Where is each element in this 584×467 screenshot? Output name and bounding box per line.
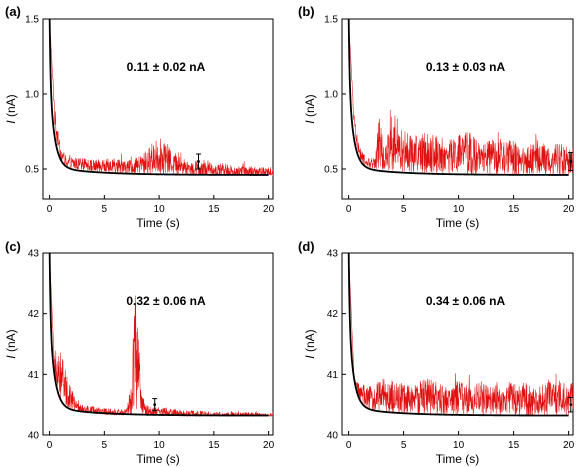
plot-frame [42, 18, 274, 200]
y-tick-label: 43 [28, 249, 40, 260]
chart-panel: 0 5 10 15 20 0.5 1.0 1.5 Time (s) I (nA) 0.11 ± 0.… [4, 4, 275, 230]
x-tick-label: 5 [401, 204, 407, 215]
y-axis-label-symbol: I [4, 120, 18, 124]
x-tick-label: 15 [508, 204, 520, 215]
y-axis-label-symbol: I [303, 355, 317, 359]
plot-frame [341, 252, 574, 436]
x-tick-label: 5 [102, 204, 108, 215]
y-tick-label: 40 [327, 431, 339, 442]
y-axis-label-symbol: I [4, 355, 18, 359]
panel-letter: (b) [298, 4, 315, 19]
series-red-trace [348, 19, 573, 176]
x-tick-label: 0 [47, 204, 53, 215]
x-tick-label: 15 [208, 440, 220, 451]
y-tick-label: 0.5 [25, 165, 39, 176]
difference-annotation: 0.34 ± 0.06 nA [426, 294, 506, 308]
error-bar [568, 396, 574, 413]
x-tick-label: 5 [102, 440, 108, 451]
x-axis-label: Time (s) [136, 452, 180, 466]
series-black-baseline [48, 253, 269, 417]
error-bar-point [197, 160, 200, 163]
x-axis-label: Time (s) [436, 216, 480, 230]
y-tick-label: 42 [327, 309, 339, 320]
plot-frame [42, 252, 274, 436]
x-axis-label: Time (s) [436, 452, 480, 466]
x-tick-label: 15 [508, 440, 520, 451]
y-tick-label: 1.5 [324, 15, 338, 26]
difference-annotation: 0.32 ± 0.06 nA [126, 294, 206, 308]
chart-panel: 0 5 10 15 20 40 41 42 43 Time (s) I (nA) 0.32 ± 0.0… [4, 239, 275, 466]
x-tick-label: 20 [263, 440, 275, 451]
x-tick-label: 0 [346, 440, 352, 451]
y-axis-label: I (nA) [303, 329, 317, 358]
y-axis-label-unit: (nA) [4, 94, 18, 120]
error-bar-point [153, 403, 157, 407]
chart-panel: 0 5 10 15 20 40 41 42 43 Time (s) I (nA) 0.34 ± 0.0… [298, 239, 575, 466]
series-black-baseline [347, 253, 569, 417]
series-black-baseline [48, 19, 269, 176]
x-tick-label: 20 [263, 204, 275, 215]
y-axis-label-unit: (nA) [303, 94, 317, 120]
plot-frame [341, 18, 574, 200]
y-axis-label-unit: (nA) [4, 329, 18, 355]
y-tick-label: 1.0 [324, 90, 338, 101]
panel-letter: (d) [298, 239, 315, 254]
series-red-trace [49, 253, 273, 417]
data-area [347, 253, 573, 417]
y-axis-label: I (nA) [303, 94, 317, 123]
x-tick-label: 0 [346, 204, 352, 215]
y-axis-label-symbol: I [303, 120, 317, 124]
data-area [48, 19, 273, 176]
y-tick-label: 41 [28, 370, 40, 381]
y-tick-label: 1.5 [25, 15, 39, 26]
x-tick-label: 15 [208, 204, 220, 215]
y-axis-label: I (nA) [4, 329, 18, 358]
y-tick-label: 42 [28, 309, 40, 320]
error-bar [196, 153, 202, 170]
panel-letter: (c) [5, 239, 21, 254]
x-tick-label: 10 [154, 204, 166, 215]
series-black-baseline [347, 19, 569, 176]
y-axis-label-unit: (nA) [303, 329, 317, 355]
error-bar [568, 152, 574, 171]
x-tick-label: 5 [401, 440, 407, 451]
series-red-trace [49, 19, 273, 176]
y-tick-label: 1.0 [25, 90, 39, 101]
x-tick-label: 20 [563, 440, 575, 451]
y-tick-label: 41 [327, 370, 339, 381]
series-red-trace [348, 253, 573, 417]
x-tick-label: 0 [47, 440, 53, 451]
error-bar [152, 398, 158, 412]
x-tick-label: 20 [563, 204, 575, 215]
y-tick-label: 40 [28, 431, 40, 442]
chart-panel: 0 5 10 15 20 0.5 1.0 1.5 Time (s) I (nA) 0.13 ± 0.… [298, 4, 575, 230]
x-tick-label: 10 [453, 204, 465, 215]
x-axis-label: Time (s) [136, 216, 180, 230]
error-bar-point [569, 160, 573, 163]
x-tick-label: 10 [453, 440, 465, 451]
y-axis-label: I (nA) [4, 94, 18, 123]
panel-letter: (a) [5, 4, 21, 19]
difference-annotation: 0.11 ± 0.02 nA [127, 60, 206, 74]
error-bar-point [569, 403, 573, 407]
x-tick-label: 10 [154, 440, 166, 451]
data-area [48, 253, 273, 417]
data-area [347, 19, 573, 176]
y-tick-label: 43 [327, 249, 339, 260]
difference-annotation: 0.13 ± 0.03 nA [426, 60, 506, 74]
y-tick-label: 0.5 [324, 165, 338, 176]
